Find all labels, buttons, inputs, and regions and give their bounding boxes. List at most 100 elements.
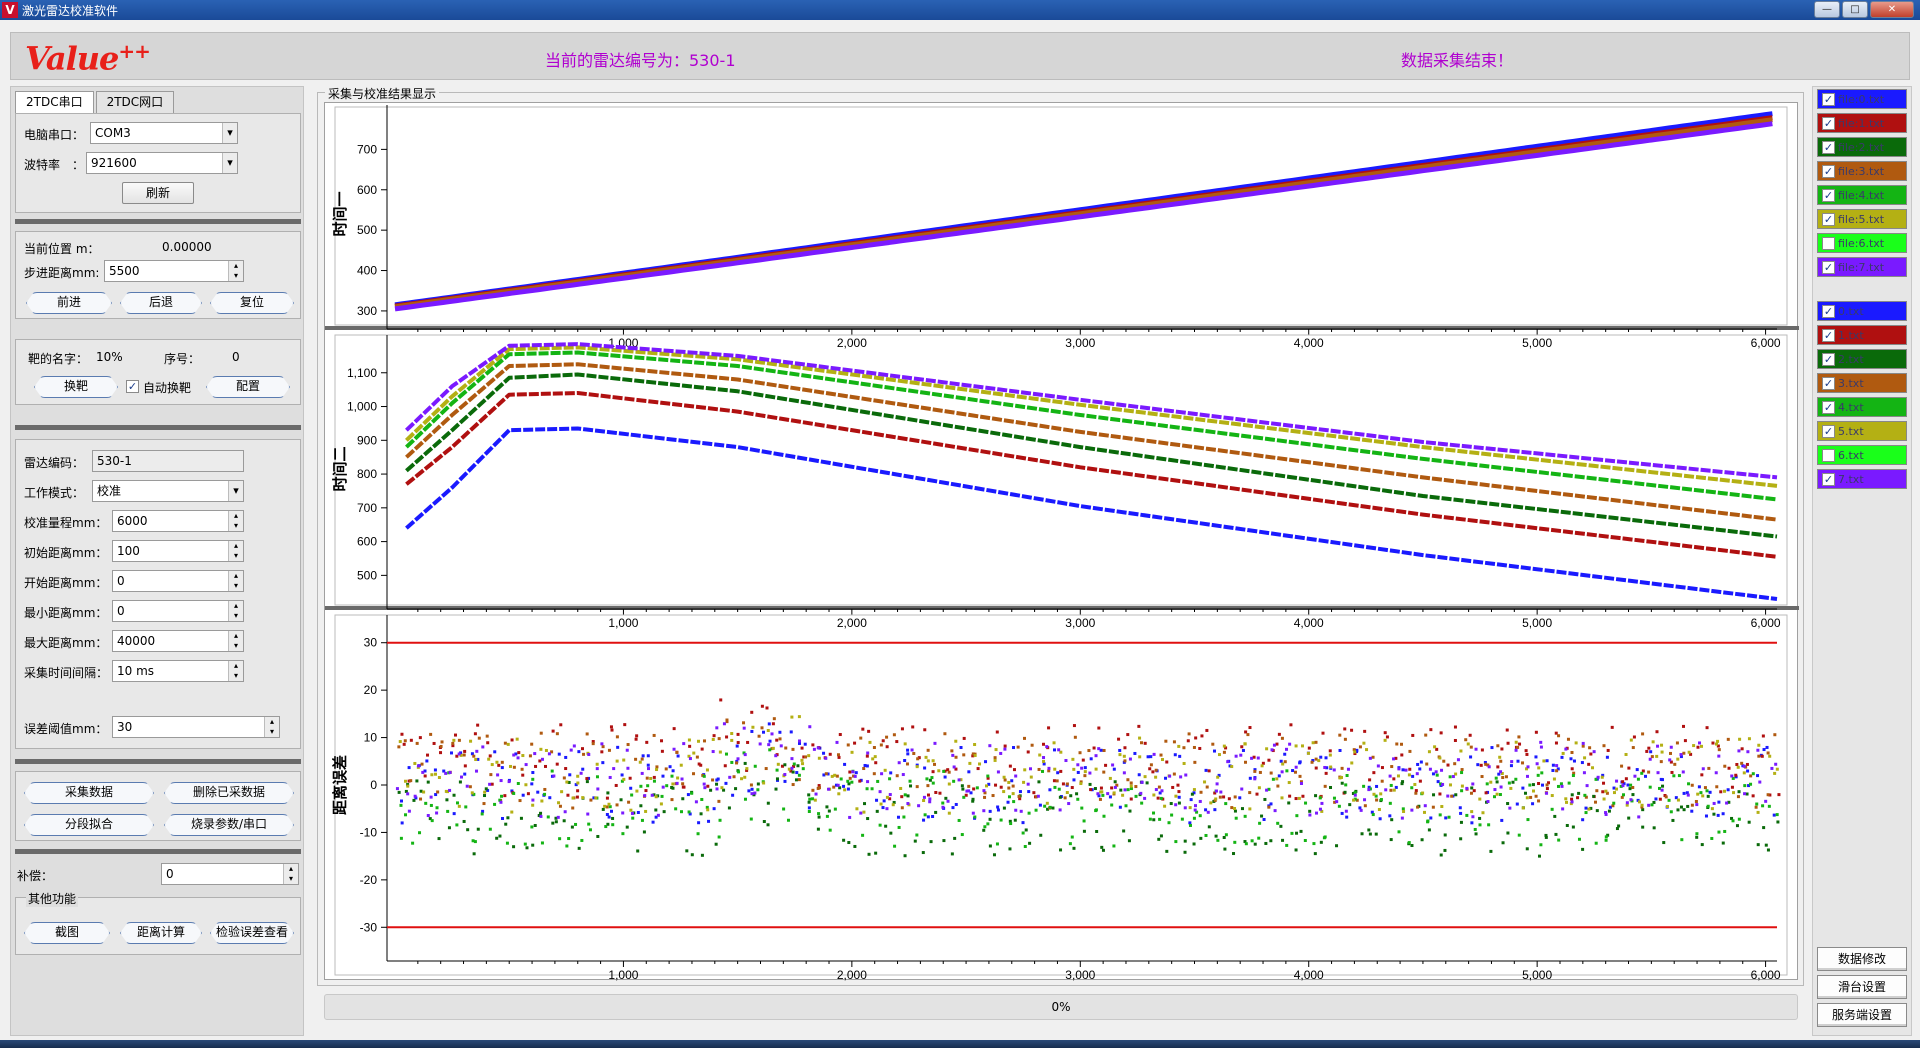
series-point-7-txt [742,726,746,730]
series-point-3-txt [725,718,729,722]
series-point-3-txt [1595,789,1599,793]
legend-item-1-txt[interactable]: ✓ 1.txt [1817,325,1907,345]
legend-checkbox[interactable] [1822,237,1835,250]
check-error-button[interactable]: 检验误差查看 [210,922,294,944]
series-point-3-txt [811,788,815,792]
legend-item-3-txt[interactable]: ✓ 3.txt [1817,373,1907,393]
series-point-7-txt [1344,809,1348,813]
legend-checkbox[interactable]: ✓ [1822,189,1835,202]
init-distance-input[interactable]: 100 [112,540,244,562]
min-distance-input[interactable]: 0 [112,600,244,622]
threshold-input[interactable]: 30 [112,716,280,738]
legend-item-file-1-txt[interactable]: ✓ file:1.txt [1817,113,1907,133]
legend-item-file-2-txt[interactable]: ✓ file:2.txt [1817,137,1907,157]
series-point-4-txt [1345,774,1349,778]
legend-checkbox[interactable]: ✓ [1822,329,1835,342]
series-point-1-txt [1554,731,1558,735]
series-point-5-txt [1100,790,1104,794]
legend-item-5-txt[interactable]: ✓ 5.txt [1817,421,1907,441]
forward-button[interactable]: 前进 [26,292,112,314]
server-settings-button[interactable]: 服务端设置 [1817,1003,1907,1027]
reset-button[interactable]: 复位 [210,292,294,314]
compensation-input[interactable]: 0 [161,863,299,885]
legend-item-file-3-txt[interactable]: ✓ file:3.txt [1817,161,1907,181]
legend-item-file-7-txt[interactable]: ✓ file:7.txt [1817,257,1907,277]
delete-data-button[interactable]: 删除已采数据 [164,782,294,804]
legend-checkbox[interactable]: ✓ [1822,213,1835,226]
legend-item-6-txt[interactable]: 6.txt [1817,445,1907,465]
legend-item-4-txt[interactable]: ✓ 4.txt [1817,397,1907,417]
legend-item-file-0-txt[interactable]: ✓ file:0.txt [1817,89,1907,109]
refresh-button[interactable]: 刷新 [122,182,194,204]
baud-select[interactable]: 921600 [86,152,238,174]
series-point-5-txt [922,798,926,802]
series-point-3-txt [1611,804,1615,808]
legend-item-file-6-txt[interactable]: file:6.txt [1817,233,1907,253]
series-point-7-txt [1058,808,1062,812]
screenshot-button[interactable]: 截图 [24,922,110,944]
legend-checkbox[interactable]: ✓ [1822,401,1835,414]
series-point-7-txt [563,810,567,814]
legend-item-2-txt[interactable]: ✓ 2.txt [1817,349,1907,369]
series-point-1-txt [1719,790,1723,794]
legend-checkbox[interactable]: ✓ [1822,165,1835,178]
series-point-0-txt [1612,786,1616,790]
series-point-5-txt [1550,794,1554,798]
series-point-5-txt [1732,791,1736,795]
series-point-2-txt [699,812,703,816]
close-button[interactable]: ✕ [1870,1,1914,18]
port-select[interactable]: COM3 [90,122,238,144]
legend-checkbox[interactable]: ✓ [1822,305,1835,318]
series-point-3-txt [1766,793,1770,797]
legend-label: 1.txt [1838,329,1864,342]
legend-checkbox[interactable]: ✓ [1822,473,1835,486]
series-point-3-txt [1647,770,1651,774]
legend-checkbox[interactable]: ✓ [1822,141,1835,154]
legend-checkbox[interactable]: ✓ [1822,261,1835,274]
legend-item-file-5-txt[interactable]: ✓ file:5.txt [1817,209,1907,229]
legend-item-7-txt[interactable]: ✓ 7.txt [1817,469,1907,489]
series-point-7-txt [971,811,975,815]
slide-settings-button[interactable]: 滑台设置 [1817,975,1907,999]
series-point-4-txt [550,769,554,773]
series-point-5-txt [706,808,710,812]
burn-params-button[interactable]: 烧录参数/串口 [164,814,294,836]
distance-calc-button[interactable]: 距离计算 [120,922,202,944]
auto-change-checkbox[interactable]: ✓ [126,380,139,393]
start-distance-input[interactable]: 0 [112,570,244,592]
maximize-button[interactable]: □ [1842,1,1868,18]
series-point-4-txt [930,776,934,780]
legend-item-file-4-txt[interactable]: ✓ file:4.txt [1817,185,1907,205]
radar-code-field[interactable]: 530-1 [92,450,244,472]
tab-network[interactable]: 2TDC网口 [95,91,175,113]
series-point-3-txt [1102,770,1106,774]
legend-item-0-txt[interactable]: ✓ 0.txt [1817,301,1907,321]
series-point-7-txt [421,770,425,774]
tab-serial[interactable]: 2TDC串口 [15,91,94,113]
collect-data-button[interactable]: 采集数据 [24,782,154,804]
legend-checkbox[interactable]: ✓ [1822,425,1835,438]
back-button[interactable]: 后退 [120,292,202,314]
series-point-7-txt [1014,808,1018,812]
series-point-5-txt [1775,767,1779,771]
series-point-5-txt [1257,786,1261,790]
legend-checkbox[interactable]: ✓ [1822,377,1835,390]
step-distance-input[interactable]: 5500 [104,260,244,282]
legend-checkbox[interactable]: ✓ [1822,117,1835,130]
max-distance-input[interactable]: 40000 [112,630,244,652]
interval-input[interactable]: 10 ms [112,660,244,682]
legend-checkbox[interactable] [1822,449,1835,462]
port-label: 电脑串口： [24,128,85,142]
mode-select[interactable]: 校准 [92,480,244,502]
range-input[interactable]: 6000 [112,510,244,532]
data-edit-button[interactable]: 数据修改 [1817,947,1907,971]
series-point-0-txt [750,787,754,791]
minimize-button[interactable]: — [1814,1,1840,18]
segment-fit-button[interactable]: 分段拟合 [24,814,154,836]
legend-checkbox[interactable]: ✓ [1822,93,1835,106]
series-point-0-txt [1112,767,1116,771]
legend-checkbox[interactable]: ✓ [1822,353,1835,366]
change-target-button[interactable]: 换靶 [34,376,118,398]
series-point-1-txt [1534,730,1538,734]
config-button[interactable]: 配置 [206,376,290,398]
